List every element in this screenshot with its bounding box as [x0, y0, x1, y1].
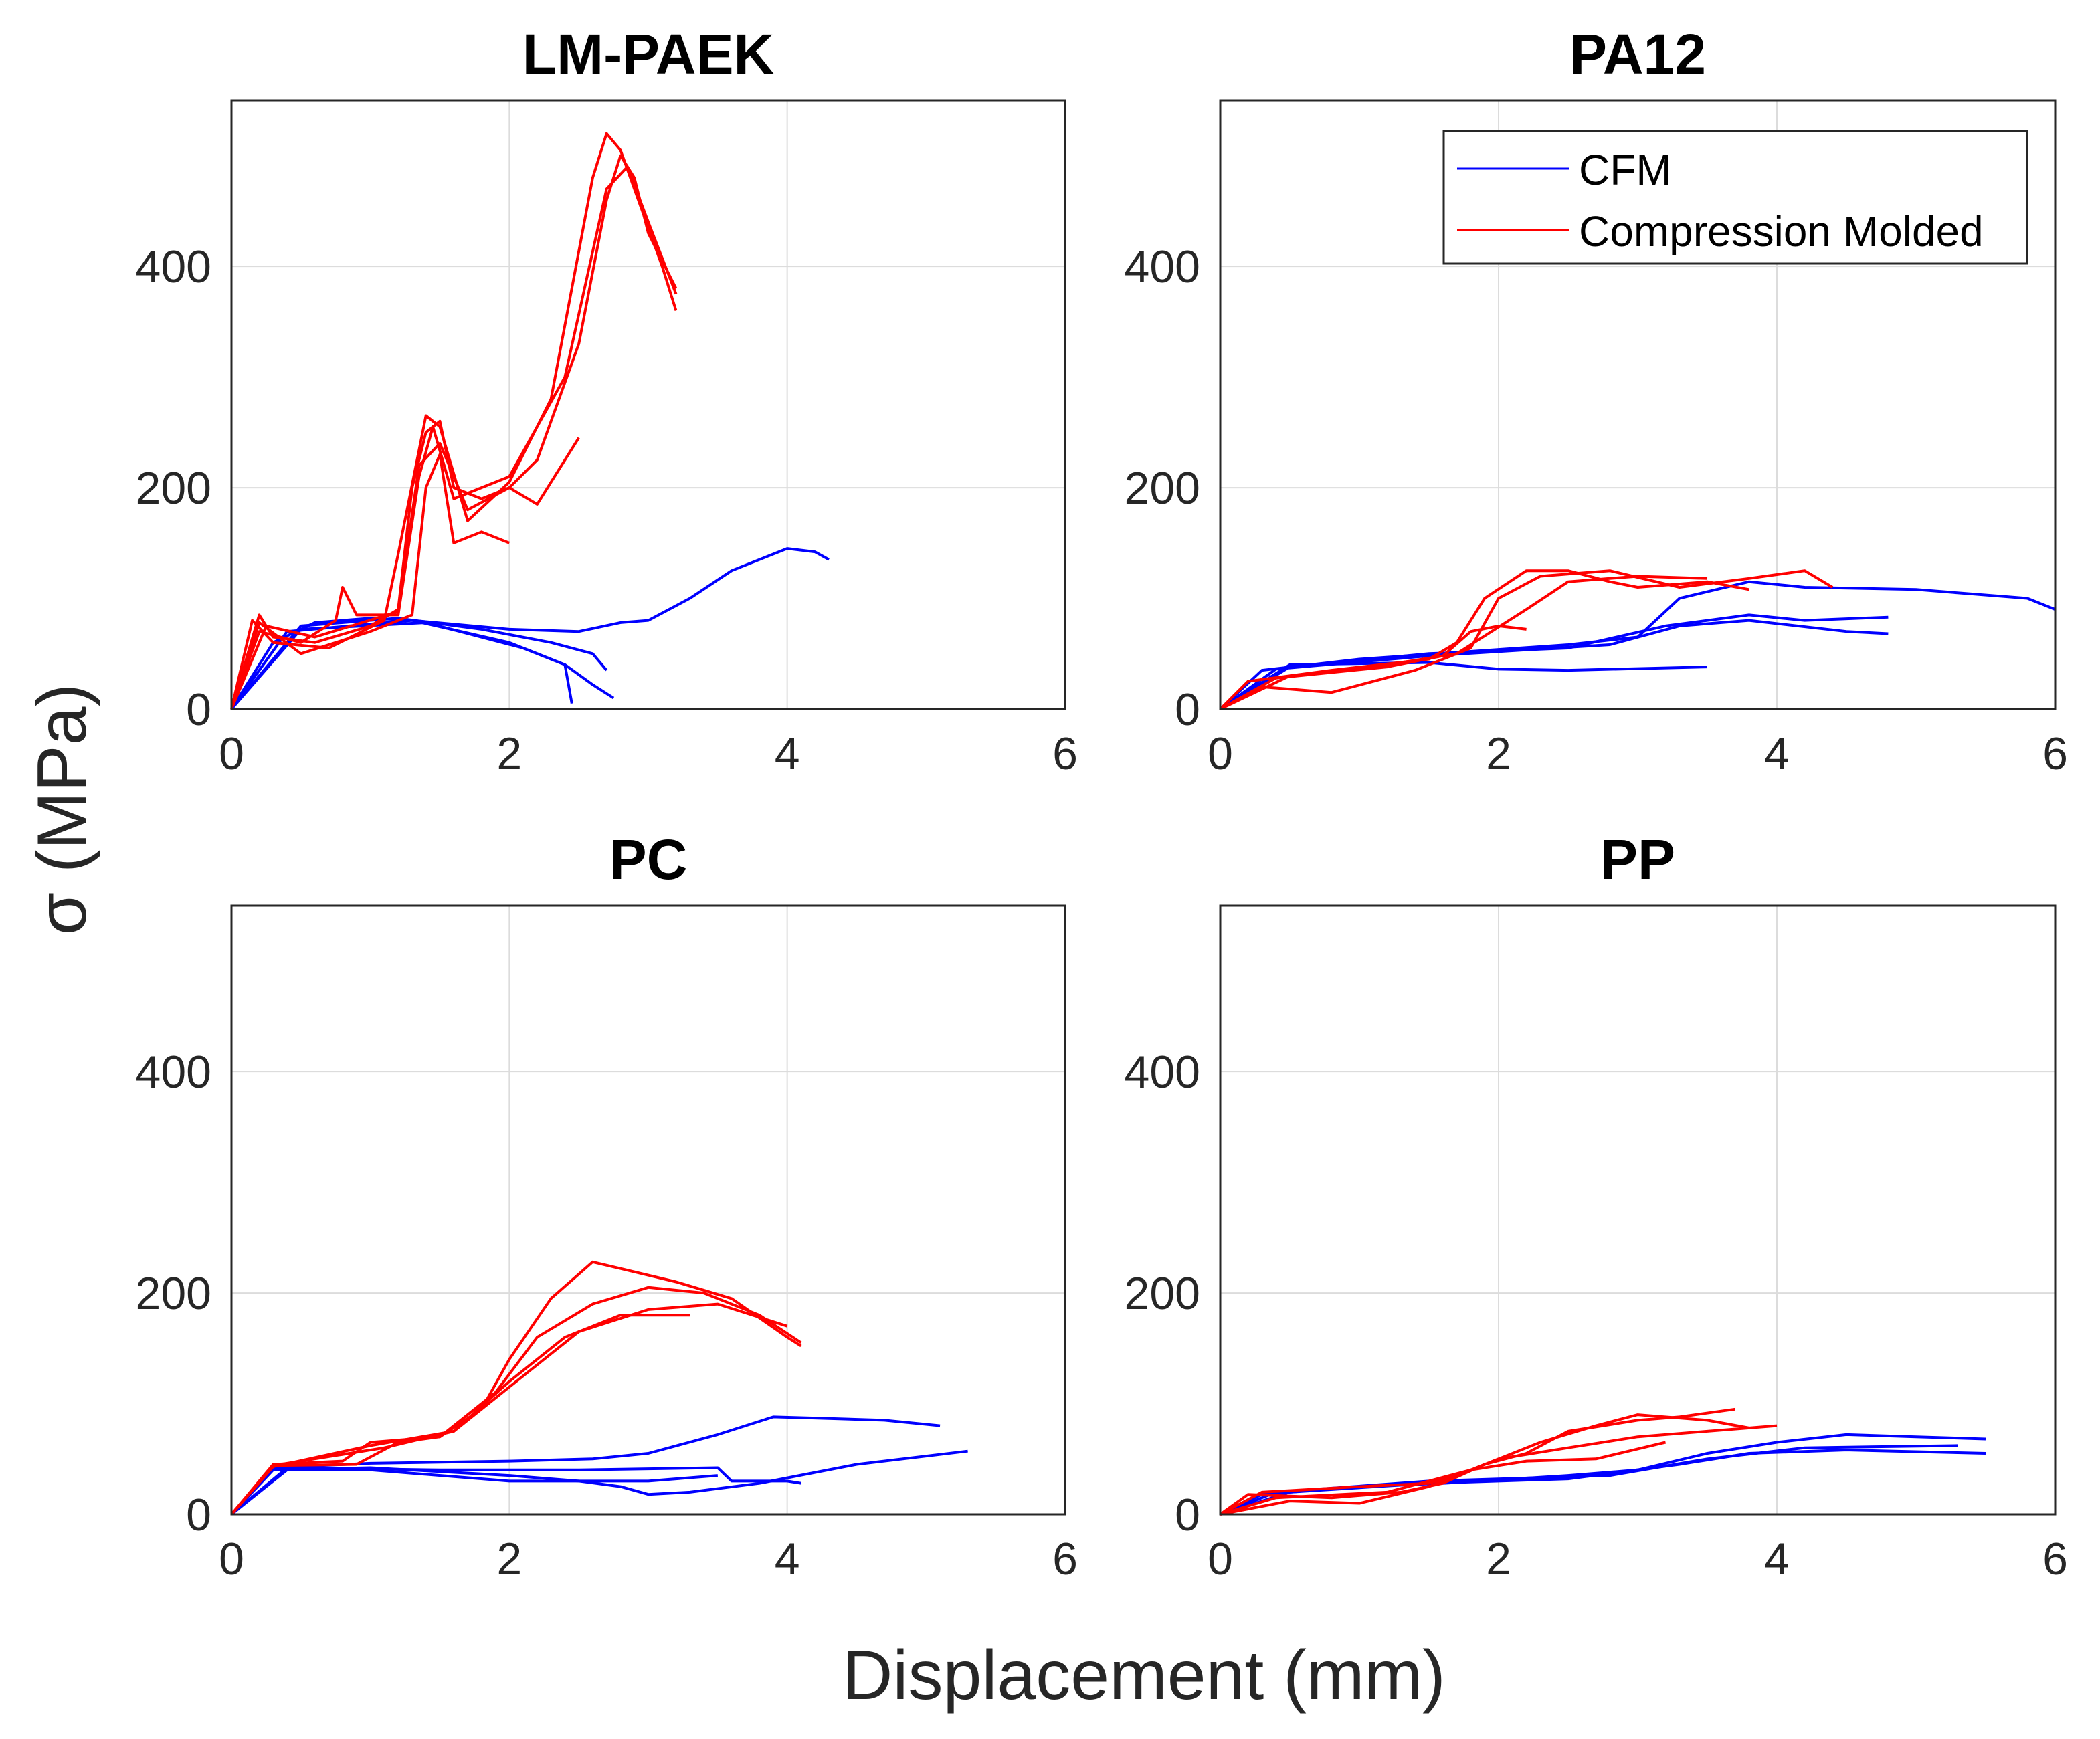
- series-line: [230, 165, 678, 710]
- series-line: [230, 1302, 788, 1516]
- legend: CFM Compression Molded: [1442, 130, 2028, 265]
- series-line: [1220, 1441, 1666, 1516]
- plot-area: [1220, 906, 2055, 1514]
- series-line: [230, 547, 830, 710]
- y-tick-label: 200: [1125, 463, 1200, 514]
- plot-area: [231, 100, 1065, 709]
- y-tick-label: 0: [1175, 1490, 1200, 1540]
- axes-frame: [1219, 99, 2057, 710]
- panel-title: PC: [609, 828, 688, 891]
- series-line: [1219, 661, 1708, 710]
- x-axis-label: Displacement (mm): [842, 1637, 1445, 1714]
- series-line: [230, 621, 573, 710]
- series-compression-molded: [230, 1260, 802, 1516]
- series-line: [1219, 619, 1889, 710]
- series-line: [230, 1260, 802, 1516]
- panel-title: PP: [1600, 828, 1675, 891]
- legend-label-cfm: CFM: [1579, 146, 1672, 194]
- series-line: [230, 132, 678, 710]
- x-tick-label: 6: [1052, 1534, 1078, 1584]
- x-tick-label: 2: [496, 728, 522, 779]
- panel-pp: 0 2 4 6 0 200 400 PP: [1125, 828, 2068, 1584]
- series-cfm: [230, 1415, 968, 1516]
- series-compression-molded: [230, 132, 678, 710]
- y-tick-label: 400: [1125, 1047, 1200, 1098]
- x-tick-label: 6: [1052, 728, 1078, 779]
- series-line: [230, 1286, 802, 1516]
- x-tick-label: 6: [2042, 1534, 2068, 1584]
- panel-pc: 0 2 4 6 0 200 400 PC: [136, 828, 1078, 1584]
- panel-title: PA12: [1569, 23, 1706, 86]
- series-cfm: [1219, 580, 2056, 710]
- y-tick-label: 0: [186, 1490, 211, 1540]
- legend-box: [1442, 130, 2028, 265]
- x-tick-label: 2: [496, 1534, 522, 1584]
- series-line: [230, 154, 678, 710]
- series-line: [230, 1466, 801, 1516]
- series-compression-molded: [1219, 1407, 1778, 1516]
- y-tick-label: 400: [1125, 241, 1200, 292]
- x-tick-label: 6: [2042, 728, 2068, 779]
- x-tick-label: 0: [1208, 1534, 1233, 1584]
- axes-frame: [230, 904, 1066, 1516]
- plot-area: [231, 906, 1065, 1514]
- x-tick-label: 0: [219, 1534, 244, 1584]
- x-tick-label: 4: [775, 1534, 800, 1584]
- y-tick-label: 400: [136, 241, 211, 292]
- series-line: [230, 437, 580, 710]
- y-axis-label: σ (MPa): [23, 684, 101, 935]
- axes-frame: [1219, 904, 2057, 1516]
- y-tick-label: 200: [136, 463, 211, 514]
- series-line: [230, 617, 608, 710]
- x-tick-label: 4: [1764, 1534, 1790, 1584]
- panel-lm-paek: 0 2 4 6 0 200 400 LM-PAEK: [136, 23, 1078, 779]
- series-line: [1220, 1424, 1778, 1516]
- y-tick-label: 0: [186, 684, 211, 735]
- axes-frame: [230, 99, 1066, 710]
- series-line: [1220, 569, 1834, 710]
- y-tick-label: 200: [136, 1268, 211, 1319]
- x-tick-label: 2: [1486, 1534, 1511, 1584]
- legend-label-compression-molded: Compression Molded: [1579, 207, 1984, 255]
- series-line: [1220, 624, 1527, 710]
- y-tick-label: 0: [1175, 684, 1200, 735]
- x-tick-label: 2: [1486, 728, 1511, 779]
- x-tick-label: 0: [219, 728, 244, 779]
- y-tick-label: 400: [136, 1047, 211, 1098]
- x-tick-label: 4: [775, 728, 800, 779]
- series-compression-molded: [1219, 569, 1834, 710]
- x-tick-label: 0: [1208, 728, 1233, 779]
- y-tick-label: 200: [1125, 1268, 1200, 1319]
- series-line: [230, 1468, 718, 1516]
- panel-title: LM-PAEK: [522, 23, 774, 86]
- series-line: [1220, 1413, 1749, 1516]
- x-tick-label: 4: [1764, 728, 1790, 779]
